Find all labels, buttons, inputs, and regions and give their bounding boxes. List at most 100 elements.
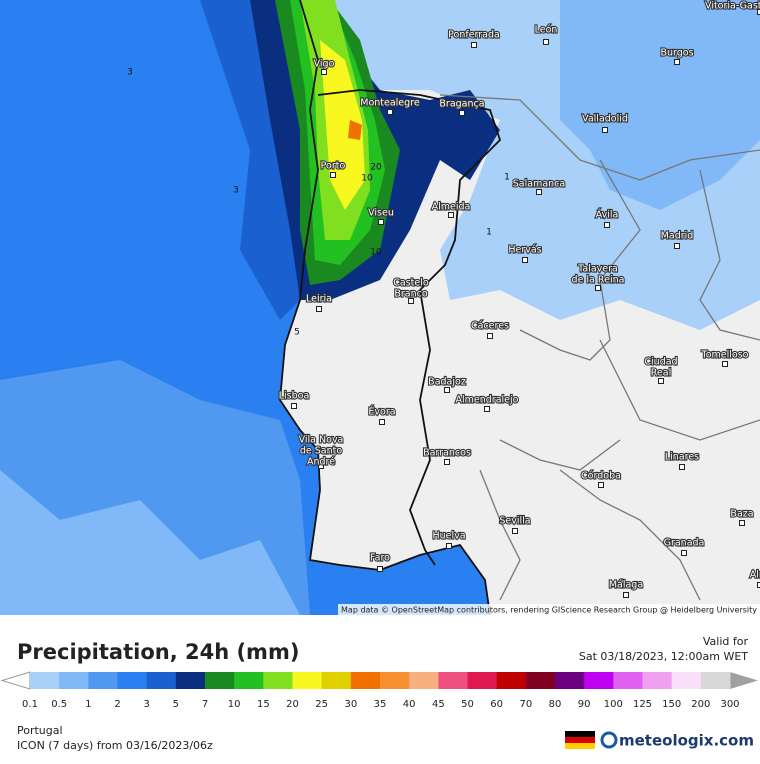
city-label: Valladolid <box>582 114 628 125</box>
city-marker <box>449 213 454 218</box>
scale-label: 10 <box>228 699 241 710</box>
city-marker <box>380 420 385 425</box>
scale-label: 70 <box>519 699 532 710</box>
scale-label: 125 <box>633 699 652 710</box>
scale-cell <box>701 672 731 689</box>
city-label: Ponferrada <box>448 30 500 41</box>
city-marker <box>605 223 610 228</box>
scale-cell <box>613 672 643 689</box>
contour-label: 1 <box>486 228 492 238</box>
contour-label: 10 <box>370 248 382 258</box>
city-marker <box>322 70 327 75</box>
scale-label: 200 <box>691 699 710 710</box>
brand[interactable]: meteologix.com <box>619 732 754 750</box>
scale-label: 1 <box>85 699 91 710</box>
scale-label: 80 <box>549 699 562 710</box>
city-label: Castelo <box>393 278 429 289</box>
city-label: Branco <box>394 289 427 300</box>
scale-below <box>2 672 30 689</box>
city-marker <box>680 465 685 470</box>
scale-above <box>730 672 758 689</box>
city-label: Almería <box>750 570 760 581</box>
city-marker <box>599 483 604 488</box>
city-label: Barrancos <box>423 448 471 459</box>
scale-cell <box>322 672 352 689</box>
scale-cell <box>351 672 381 689</box>
city-marker <box>682 551 687 556</box>
contour-label: 1 <box>504 173 510 183</box>
scale-label: 300 <box>720 699 739 710</box>
city-label: Faro <box>370 553 390 564</box>
flag-black <box>565 731 595 737</box>
scale-label: 7 <box>202 699 208 710</box>
city-label: Granada <box>664 538 705 549</box>
city-label: Leiria <box>306 294 332 305</box>
scale-cell <box>176 672 206 689</box>
city-label: Vila Nova <box>299 435 344 446</box>
legend-title: Precipitation, 24h (mm) <box>17 640 299 664</box>
city-label: Almendralejo <box>456 395 519 406</box>
scale-label: 0.1 <box>22 699 38 710</box>
city-marker <box>513 529 518 534</box>
scale-cell <box>293 672 323 689</box>
scale-cell <box>59 672 89 689</box>
scale-cell <box>263 672 293 689</box>
scale-label: 20 <box>286 699 299 710</box>
scale-cell <box>118 672 148 689</box>
city-marker <box>740 521 745 526</box>
city-label: Vitoria-Gasteiz <box>705 1 760 12</box>
contour-label: 10 <box>361 174 373 184</box>
city-marker <box>472 43 477 48</box>
contour-label: 3 <box>233 186 239 196</box>
scale-label: 40 <box>403 699 416 710</box>
valid-label: Valid for <box>703 635 749 648</box>
scale-label: 60 <box>490 699 503 710</box>
scale-cell <box>584 672 614 689</box>
scale-label: 50 <box>461 699 474 710</box>
region: Portugal <box>17 724 63 737</box>
scale-cell <box>88 672 118 689</box>
scale-label: 30 <box>344 699 357 710</box>
city-label: Madrid <box>661 231 694 242</box>
scale-cell <box>672 672 702 689</box>
contour-label: 5 <box>294 328 300 338</box>
city-label: Talavera <box>577 264 618 275</box>
city-marker <box>537 190 542 195</box>
brand-icon <box>602 733 616 747</box>
city-label: Córdoba <box>581 471 621 482</box>
city-marker <box>488 334 493 339</box>
city-label: Cáceres <box>471 321 509 332</box>
scale-cell <box>380 672 410 689</box>
city-label: Baza <box>730 509 753 520</box>
model: ICON (7 days) from 03/16/2023/06z <box>17 739 213 752</box>
city-marker <box>447 544 452 549</box>
city-label: Huelva <box>432 531 465 542</box>
flag-gold <box>565 743 595 749</box>
city-label: Real <box>651 368 671 379</box>
city-label: Lisboa <box>279 391 310 402</box>
scale-cell <box>643 672 673 689</box>
map <box>0 0 760 615</box>
city-label: Málaga <box>609 580 643 591</box>
scale-cell <box>30 672 60 689</box>
city-marker <box>544 40 549 45</box>
city-label: Badajoz <box>428 377 466 388</box>
scale-label: 90 <box>578 699 591 710</box>
city-label: Viseu <box>368 208 394 219</box>
scale-cell <box>147 672 177 689</box>
scale-cell <box>526 672 556 689</box>
city-marker <box>331 173 336 178</box>
city-label: Sevilla <box>499 516 530 527</box>
city-label: Montealegre <box>360 98 420 109</box>
scale-label: 45 <box>432 699 445 710</box>
city-marker <box>379 220 384 225</box>
city-label: Porto <box>321 161 346 172</box>
city-marker <box>292 404 297 409</box>
city-marker <box>460 111 465 116</box>
attribution: Map data © OpenStreetMap contributors, r… <box>341 606 757 615</box>
valid-time: Sat 03/18/2023, 12:00am WET <box>579 650 748 663</box>
city-marker <box>445 388 450 393</box>
flag-red <box>565 737 595 743</box>
scale-cell <box>409 672 439 689</box>
city-label: Vigo <box>314 59 335 70</box>
